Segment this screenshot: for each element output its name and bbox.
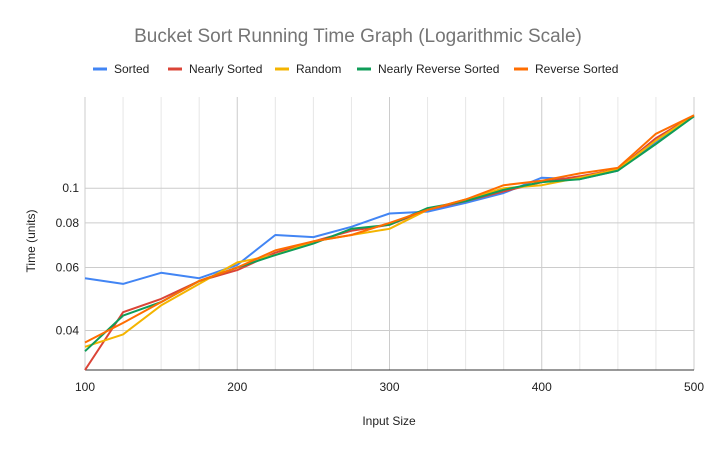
- tick-labels: 0.04 0.06 0.08 0.1 100 200 300 400 500: [56, 181, 705, 394]
- legend-item: Reverse Sorted: [514, 62, 618, 76]
- series-line-random: [84, 114, 695, 348]
- legend-label: Reverse Sorted: [535, 62, 618, 76]
- y-tick-label: 0.04: [56, 323, 80, 337]
- legend-item: Random: [275, 62, 341, 76]
- legend-item: Nearly Sorted: [168, 62, 262, 76]
- x-tick-label: 300: [379, 380, 399, 394]
- legend-label: Sorted: [114, 62, 149, 76]
- chart-title: Bucket Sort Running Time Graph (Logarith…: [134, 26, 582, 47]
- x-tick-label: 200: [227, 380, 247, 394]
- legend-item: Sorted: [93, 62, 149, 76]
- legend-item: Nearly Reverse Sorted: [357, 62, 499, 76]
- legend-label: Nearly Reverse Sorted: [378, 62, 499, 76]
- grid: [84, 97, 695, 371]
- y-axis-label: Time (units): [24, 210, 38, 273]
- x-axis-label: Input Size: [362, 414, 416, 428]
- legend-label: Nearly Sorted: [189, 62, 262, 76]
- legend-label: Random: [296, 62, 341, 76]
- y-tick-label: 0.08: [56, 216, 80, 230]
- legend: Sorted Nearly Sorted Random Nearly Reverse …: [93, 62, 618, 76]
- x-tick-label: 400: [532, 380, 552, 394]
- series-line-reverse-sorted: [84, 114, 695, 344]
- x-tick-label: 500: [684, 380, 704, 394]
- y-tick-label: 0.1: [62, 181, 79, 195]
- x-tick-label: 100: [75, 380, 95, 394]
- series-layer: [84, 114, 695, 371]
- y-tick-label: 0.06: [56, 261, 80, 275]
